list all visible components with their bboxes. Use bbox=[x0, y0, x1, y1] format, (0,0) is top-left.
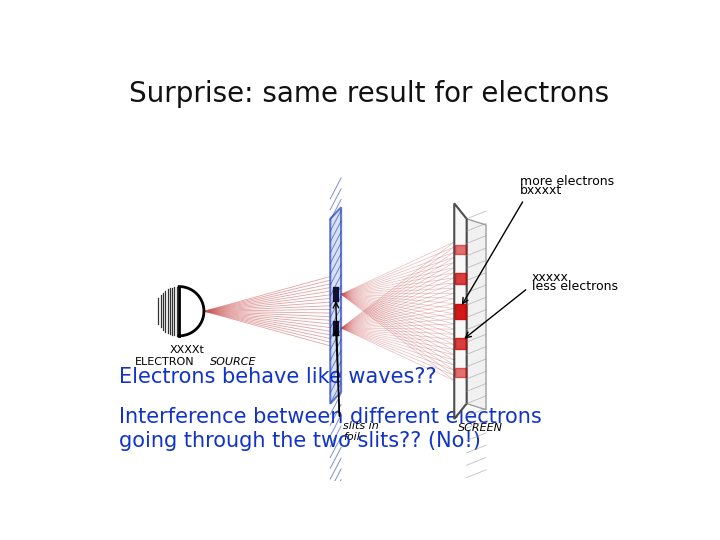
Text: xxxxx: xxxxx bbox=[532, 271, 569, 284]
Text: less electrons: less electrons bbox=[532, 280, 618, 294]
Bar bbox=[455, 245, 466, 254]
Text: ELECTRON: ELECTRON bbox=[135, 356, 195, 367]
Bar bbox=[455, 368, 466, 377]
Bar bbox=[455, 303, 466, 319]
Text: Surprise: same result for electrons: Surprise: same result for electrons bbox=[129, 80, 609, 108]
Text: Interference between different electrons
going through the two slits?? (No!): Interference between different electrons… bbox=[120, 408, 542, 451]
Bar bbox=[455, 273, 466, 284]
Text: bxxxxt: bxxxxt bbox=[520, 184, 562, 197]
Bar bbox=[333, 321, 338, 335]
Text: Electrons behave like waves??: Electrons behave like waves?? bbox=[120, 367, 437, 387]
Text: slits in
foil: slits in foil bbox=[343, 421, 379, 442]
Bar bbox=[455, 338, 466, 349]
Polygon shape bbox=[330, 207, 341, 403]
Text: more electrons: more electrons bbox=[520, 175, 614, 188]
Text: SCREEN: SCREEN bbox=[458, 423, 503, 433]
Text: XXXXt: XXXXt bbox=[169, 345, 204, 355]
Polygon shape bbox=[467, 219, 486, 410]
Bar bbox=[333, 287, 338, 301]
Text: SOURCE: SOURCE bbox=[210, 356, 256, 367]
Polygon shape bbox=[454, 204, 467, 419]
